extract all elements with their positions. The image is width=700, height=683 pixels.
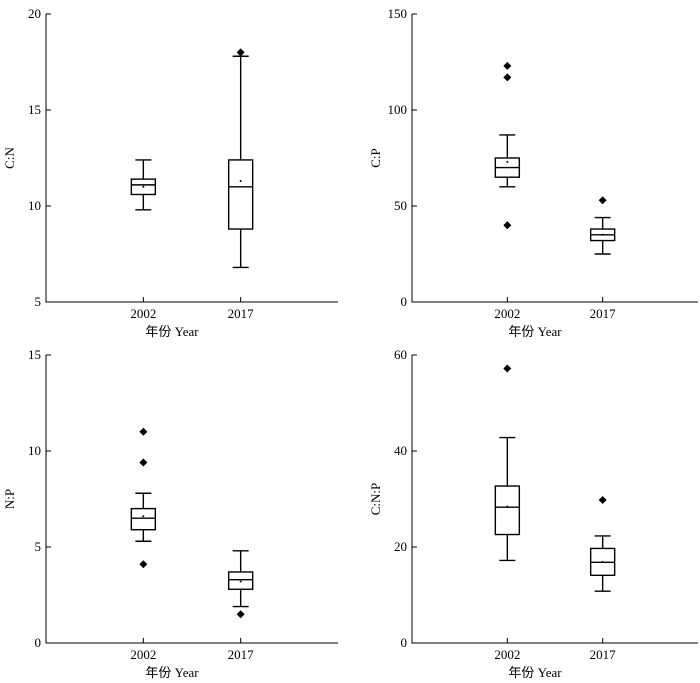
x-tick-label: 2017: [228, 647, 255, 662]
y-tick-label: 50: [394, 198, 407, 213]
x-tick-label: 2002: [130, 647, 156, 662]
outlier-point: [503, 364, 512, 373]
y-tick-label: 10: [28, 198, 41, 213]
x-tick-label: 2002: [494, 647, 520, 662]
mean-marker: [239, 180, 242, 183]
y-tick-label: 0: [401, 635, 408, 650]
box-2002: [494, 61, 521, 230]
axis-frame: [45, 355, 338, 644]
y-tick-label: 100: [388, 102, 408, 117]
y-axis-label: C:P: [368, 148, 383, 168]
axis-frame: [411, 355, 698, 644]
outlier-point: [236, 48, 245, 57]
x-axis-label: 年份 Year: [145, 665, 199, 680]
box-body: [227, 159, 254, 230]
outlier-point: [598, 196, 607, 205]
box-2002: [494, 364, 521, 562]
x-tick-label: 2017: [590, 647, 617, 662]
box-2017: [589, 196, 616, 255]
y-tick-label: 0: [401, 294, 408, 309]
box-2002: [130, 427, 157, 569]
x-tick-label: 2017: [228, 306, 255, 321]
box-2017: [227, 48, 254, 269]
mean-marker: [142, 515, 145, 518]
mean-marker: [601, 560, 604, 563]
outlier-point: [236, 610, 245, 619]
y-tick-label: 15: [28, 347, 41, 362]
outlier-point: [503, 221, 512, 230]
chart-panel-3: 0 20 40 60 2002 2017 年份 Year C:N:P: [368, 347, 698, 680]
y-tick-label: 20: [28, 6, 41, 21]
x-axis-label: 年份 Year: [508, 324, 562, 339]
x-axis-label: 年份 Year: [508, 665, 562, 680]
y-tick-label: 40: [394, 443, 407, 458]
x-tick-label: 2017: [590, 306, 617, 321]
y-axis-label: C:N:P: [368, 483, 383, 516]
x-tick-label: 2002: [494, 306, 520, 321]
chart-panel-1: 0 50 100 150 2002 2017 年份 Year C:P: [368, 6, 698, 339]
outlier-point: [139, 458, 148, 467]
y-tick-label: 15: [28, 102, 41, 117]
y-tick-label: 60: [394, 347, 407, 362]
outlier-point: [503, 61, 512, 70]
y-tick-label: 5: [35, 539, 42, 554]
mean-marker: [239, 580, 242, 583]
mean-marker: [506, 505, 509, 508]
axis-frame: [411, 14, 698, 303]
mean-marker: [142, 185, 145, 188]
axis-frame: [45, 14, 338, 303]
box-2017: [589, 495, 616, 592]
box-2002: [130, 159, 157, 211]
y-tick-label: 10: [28, 443, 41, 458]
x-tick-label: 2002: [130, 306, 156, 321]
outlier-point: [598, 495, 607, 504]
y-axis-label: N:P: [2, 489, 17, 509]
box-2017: [227, 550, 254, 619]
box-body: [130, 507, 157, 531]
mean-marker: [601, 233, 604, 236]
box-body: [494, 485, 521, 536]
outlier-point: [139, 427, 148, 436]
y-tick-label: 150: [388, 6, 408, 21]
chart-panel-0: 5 10 15 20 2002 2017 年份 Year C:N: [2, 6, 338, 339]
chart-panel-2: 0 5 10 15 2002 2017 年份 Year N:P: [2, 347, 338, 680]
outlier-point: [503, 73, 512, 82]
y-axis-label: C:N: [2, 147, 17, 169]
outlier-point: [139, 560, 148, 569]
y-tick-label: 0: [35, 635, 42, 650]
x-axis-label: 年份 Year: [145, 324, 199, 339]
mean-marker: [506, 160, 509, 163]
y-tick-label: 20: [394, 539, 407, 554]
y-tick-label: 5: [35, 294, 42, 309]
